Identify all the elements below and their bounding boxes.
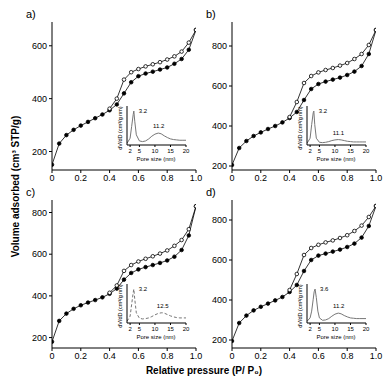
svg-text:0.8: 0.8 xyxy=(161,351,174,361)
svg-text:20: 20 xyxy=(363,148,370,154)
svg-text:3.2: 3.2 xyxy=(319,108,328,114)
svg-text:1.0: 1.0 xyxy=(370,173,383,183)
svg-text:200: 200 xyxy=(32,333,47,343)
svg-text:10: 10 xyxy=(332,148,339,154)
svg-text:15: 15 xyxy=(347,148,354,154)
svg-text:0.6: 0.6 xyxy=(132,173,145,183)
svg-text:200: 200 xyxy=(212,161,227,171)
svg-text:10: 10 xyxy=(152,326,159,332)
svg-text:5: 5 xyxy=(138,148,142,154)
html-text:dV/dD (cm³/g nm): dV/dD (cm³/g nm) xyxy=(297,106,303,150)
svg-text:0.4: 0.4 xyxy=(103,173,116,183)
svg-text:0.2: 0.2 xyxy=(255,173,268,183)
svg-text:0.8: 0.8 xyxy=(341,173,354,183)
svg-text:400: 400 xyxy=(212,121,227,131)
svg-text:12.5: 12.5 xyxy=(157,303,169,309)
html-text:dV/dD (cm³/g nm): dV/dD (cm³/g nm) xyxy=(117,284,123,328)
svg-text:600: 600 xyxy=(32,41,47,51)
html-text:Relative pressure (P/ P₀): Relative pressure (P/ P₀) xyxy=(145,365,263,376)
svg-text:0.2: 0.2 xyxy=(75,351,88,361)
svg-text:2: 2 xyxy=(128,148,132,154)
svg-text:2: 2 xyxy=(308,326,312,332)
svg-text:0.4: 0.4 xyxy=(283,351,296,361)
svg-text:0.6: 0.6 xyxy=(132,351,145,361)
svg-text:0.6: 0.6 xyxy=(312,351,325,361)
svg-text:3.2: 3.2 xyxy=(139,286,148,292)
svg-text:800: 800 xyxy=(212,41,227,51)
html-text:Pore size (nm): Pore size (nm) xyxy=(316,156,356,162)
html-text:d): d) xyxy=(206,186,216,198)
svg-text:20: 20 xyxy=(183,326,190,332)
svg-text:0.2: 0.2 xyxy=(75,173,88,183)
svg-text:5: 5 xyxy=(318,148,322,154)
html-text:dV/dD (cm³/g nm): dV/dD (cm³/g nm) xyxy=(117,106,123,150)
svg-text:800: 800 xyxy=(32,208,47,218)
svg-text:10: 10 xyxy=(152,148,159,154)
svg-text:0.8: 0.8 xyxy=(341,351,354,361)
svg-text:0.6: 0.6 xyxy=(312,173,325,183)
svg-text:3.6: 3.6 xyxy=(320,286,329,292)
svg-text:20: 20 xyxy=(363,326,370,332)
svg-text:0: 0 xyxy=(49,351,54,361)
svg-text:0.8: 0.8 xyxy=(161,173,174,183)
svg-text:0: 0 xyxy=(229,351,234,361)
html-text:dV/dD (cm³/g nm): dV/dD (cm³/g nm) xyxy=(297,284,303,328)
html-text:c): c) xyxy=(26,186,36,198)
svg-text:400: 400 xyxy=(212,295,227,305)
svg-text:15: 15 xyxy=(167,326,174,332)
html-text:Pore size (nm): Pore size (nm) xyxy=(136,334,176,340)
svg-text:600: 600 xyxy=(212,255,227,265)
svg-text:11.2: 11.2 xyxy=(333,303,345,309)
svg-text:600: 600 xyxy=(212,81,227,91)
html-text:Pore size (nm): Pore size (nm) xyxy=(316,334,356,340)
svg-text:5: 5 xyxy=(138,326,142,332)
svg-text:2: 2 xyxy=(128,326,132,332)
svg-text:400: 400 xyxy=(32,94,47,104)
html-text:Pore size (nm): Pore size (nm) xyxy=(136,156,176,162)
svg-text:200: 200 xyxy=(32,147,47,157)
svg-text:0: 0 xyxy=(49,173,54,183)
html-text:b): b) xyxy=(206,8,216,20)
svg-text:20: 20 xyxy=(183,148,190,154)
svg-text:10: 10 xyxy=(332,326,339,332)
svg-text:11.1: 11.1 xyxy=(333,130,345,136)
svg-text:2: 2 xyxy=(308,148,312,154)
svg-text:400: 400 xyxy=(32,291,47,301)
svg-text:5: 5 xyxy=(318,326,322,332)
svg-text:0.2: 0.2 xyxy=(255,351,268,361)
svg-text:600: 600 xyxy=(32,249,47,259)
svg-text:11.2: 11.2 xyxy=(153,123,165,129)
svg-text:0.4: 0.4 xyxy=(103,351,116,361)
svg-text:0: 0 xyxy=(229,173,234,183)
svg-text:1.0: 1.0 xyxy=(370,351,383,361)
svg-text:200: 200 xyxy=(212,335,227,345)
svg-text:3.2: 3.2 xyxy=(139,108,148,114)
svg-text:1.0: 1.0 xyxy=(190,351,203,361)
html-text:a): a) xyxy=(26,8,36,20)
svg-text:0.4: 0.4 xyxy=(283,173,296,183)
svg-text:15: 15 xyxy=(167,148,174,154)
svg-text:800: 800 xyxy=(212,215,227,225)
svg-text:1.0: 1.0 xyxy=(190,173,203,183)
html-text:Volume adsorbed (cm³ STP/g): Volume adsorbed (cm³ STP/g) xyxy=(10,115,22,257)
svg-text:15: 15 xyxy=(347,326,354,332)
